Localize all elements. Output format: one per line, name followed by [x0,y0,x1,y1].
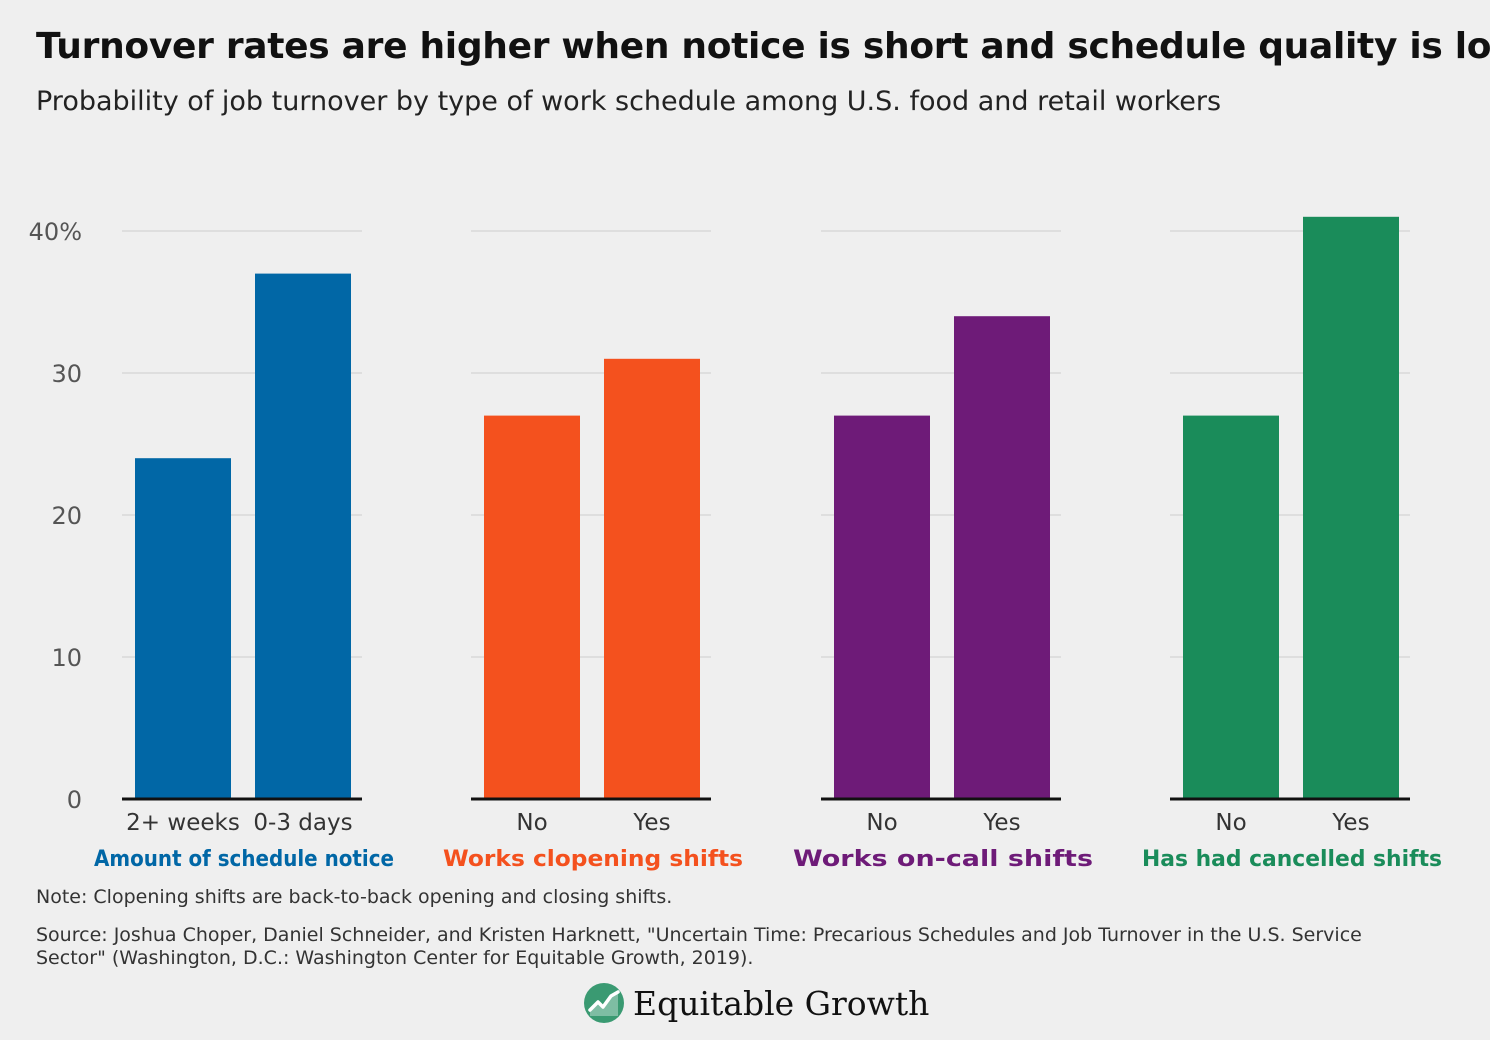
growth-chart-logo-icon [584,983,624,1023]
bar [135,458,231,799]
y-tick-label: 30 [51,360,82,388]
bar [484,415,580,799]
chart-note: Note: Clopening shifts are back-to-back … [36,886,673,908]
chart-source: Source: Joshua Choper, Daniel Schneider,… [36,924,1362,969]
y-tick-label: 20 [51,502,82,530]
x-tick-label: Yes [1331,810,1369,836]
chart-subtitle: Probability of job turnover by type of w… [36,86,1222,117]
x-tick-label: Yes [982,810,1020,836]
x-tick-label: No [1215,810,1246,836]
y-tick-label: 40% [29,218,82,246]
x-tick-label: Yes [632,810,670,836]
bar [834,415,930,799]
x-tick-label: 2+ weeks [126,810,240,836]
chart-title: Turnover rates are higher when notice is… [36,26,1490,67]
bar [954,316,1050,799]
equitable-growth-logo: Equitable Growth [583,982,929,1024]
panel-label: Has had cancelled shifts [1142,847,1442,872]
panel-label: Works clopening shifts [443,847,743,872]
bar [255,273,351,800]
y-tick-label: 10 [51,644,82,672]
bar-chart: 0 10 20 30 40% 2+ weeks 0-3 days Amount of sche… [29,216,1442,872]
x-tick-label: No [866,810,897,836]
bar [604,358,700,799]
y-tick-label: 0 [67,786,82,814]
x-tick-label: 0-3 days [253,810,352,836]
panel-label: Works on-call shifts [793,847,1093,872]
bar [1183,415,1279,799]
x-tick-label: No [516,810,547,836]
bar [1303,216,1399,800]
panel-label: Amount of schedule notice [94,847,394,872]
logo-text: Equitable Growth [633,983,930,1023]
